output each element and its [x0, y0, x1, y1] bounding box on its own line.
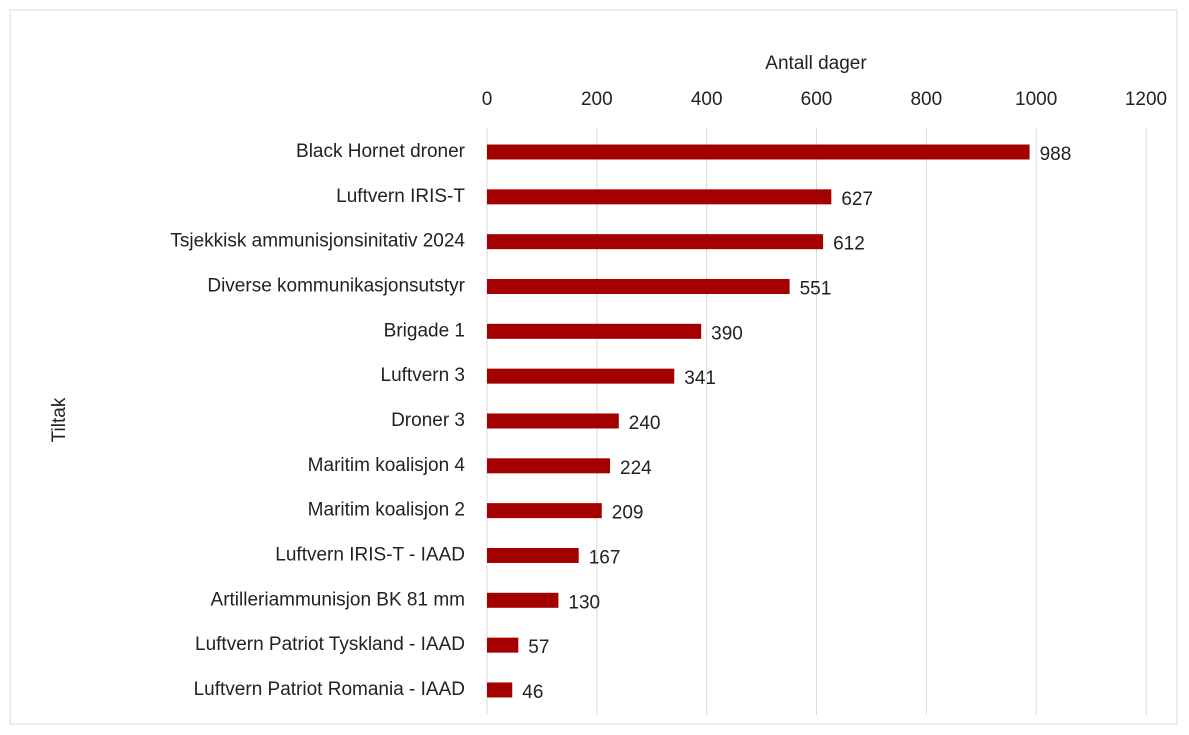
x-tick-label: 800	[910, 89, 942, 110]
y-tick-label: Tsjekkisk ammunisjonsinitativ 2024	[170, 231, 465, 252]
bar	[487, 637, 519, 653]
x-tick-label: 0	[482, 89, 493, 110]
y-tick-label: Black Hornet droner	[296, 141, 466, 162]
value-label: 390	[711, 323, 743, 344]
y-tick-label: Luftvern 3	[381, 365, 466, 386]
x-tick-label: 1200	[1125, 89, 1167, 110]
y-tick-label: Diverse kommunikasjonsutstyr	[207, 276, 465, 297]
value-label: 240	[629, 413, 661, 434]
y-tick-label: Luftvern Patriot Romania - IAAD	[194, 679, 465, 700]
bar	[487, 592, 559, 608]
bar	[487, 144, 1030, 160]
x-axis-label: Antall dager	[765, 53, 867, 74]
y-tick-label: Luftvern IRIS-T - IAAD	[275, 544, 465, 565]
y-tick-label: Maritim koalisjon 2	[308, 500, 465, 521]
y-tick-label: Artilleriammunisjon BK 81 mm	[211, 589, 465, 610]
value-label: 130	[568, 592, 600, 613]
bar	[487, 189, 832, 205]
bar	[487, 547, 579, 563]
value-label: 988	[1040, 144, 1072, 165]
x-tick-label: 200	[581, 89, 613, 110]
x-tick-label: 1000	[1015, 89, 1057, 110]
y-tick-label: Brigade 1	[384, 320, 465, 341]
value-label: 551	[800, 279, 832, 300]
bar	[487, 234, 824, 250]
y-tick-label: Luftvern IRIS-T	[336, 186, 465, 207]
x-tick-label: 600	[801, 89, 833, 110]
y-tick-label: Droner 3	[391, 410, 465, 431]
chart-border	[9, 9, 1178, 725]
value-label: 224	[620, 458, 652, 479]
value-label: 341	[684, 368, 716, 389]
y-axis-label: Tiltak	[49, 397, 70, 442]
y-tick-label: Maritim koalisjon 4	[308, 455, 466, 476]
value-label: 627	[841, 189, 873, 210]
bar	[487, 368, 675, 384]
bar	[487, 682, 513, 698]
value-label: 612	[833, 234, 865, 255]
bar	[487, 458, 611, 474]
x-tick-label: 400	[691, 89, 723, 110]
bar	[487, 278, 790, 294]
bar	[487, 413, 619, 429]
value-label: 167	[589, 547, 621, 568]
value-label: 57	[528, 637, 549, 658]
bar	[487, 503, 602, 519]
value-label: 209	[612, 503, 644, 524]
value-label: 46	[522, 682, 543, 703]
y-tick-label: Luftvern Patriot Tyskland - IAAD	[195, 634, 465, 655]
bar	[487, 323, 702, 339]
